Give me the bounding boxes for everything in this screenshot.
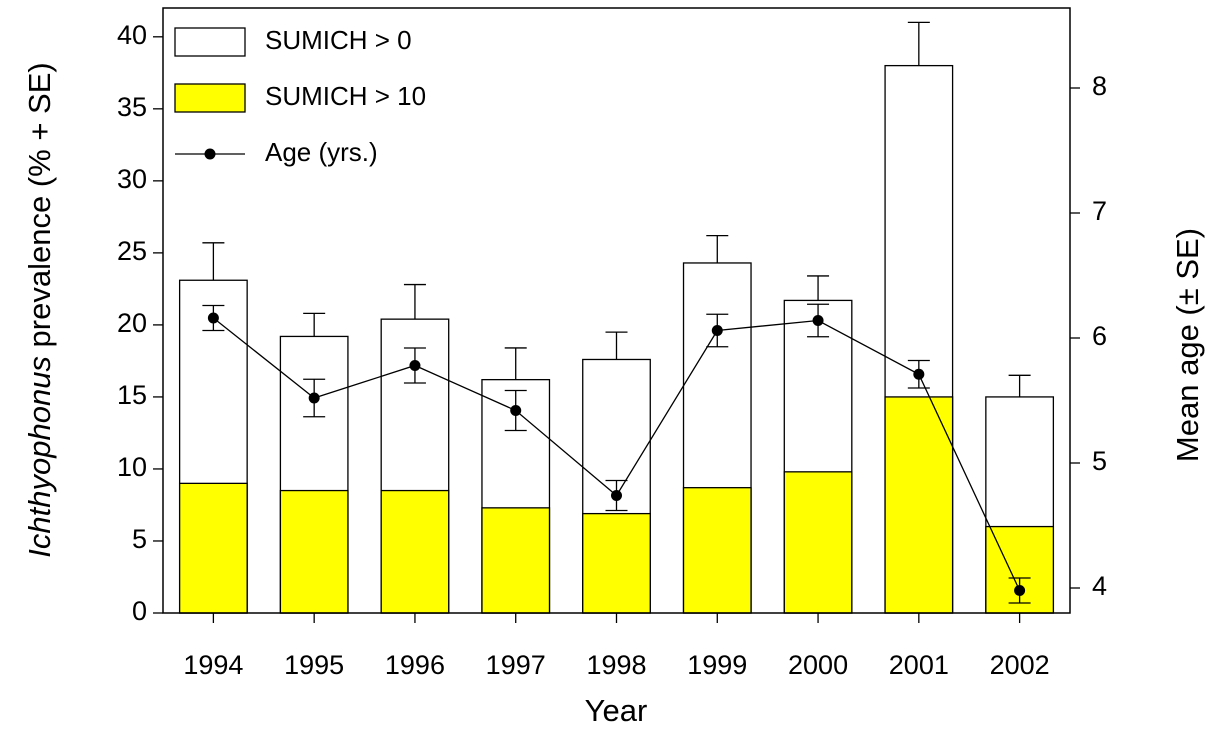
bar — [178, 482, 248, 614]
y-tick-label: 40 — [117, 20, 147, 50]
y2-axis-label: Mean age (± SE) — [1170, 228, 1205, 462]
bar — [783, 471, 853, 614]
age-point — [812, 315, 824, 326]
y-tick-label: 20 — [117, 308, 147, 338]
legend-label: Age (yrs.) — [265, 137, 378, 167]
bar — [682, 487, 752, 614]
x-tick-label: 1995 — [284, 650, 344, 680]
legend-swatch — [174, 83, 246, 113]
bar — [279, 489, 349, 614]
y2-tick-label: 5 — [1092, 446, 1107, 476]
age-point — [409, 360, 421, 371]
y2-tick-label: 7 — [1092, 196, 1107, 226]
y2-tick-label: 8 — [1092, 71, 1107, 101]
y-axis-label-rest: prevalence (% + SE) — [22, 62, 57, 356]
y2-tick-label: 4 — [1092, 571, 1107, 601]
error-bar — [907, 21, 930, 66]
bar — [582, 512, 651, 614]
x-tick-label: 2001 — [889, 650, 949, 680]
error-bar — [303, 312, 326, 337]
error-bar — [605, 331, 628, 360]
y-tick-label: 15 — [117, 380, 147, 410]
y-axis-label: Ichthyophonus prevalence (% + SE) — [22, 62, 57, 557]
legend-label: SUMICH > 10 — [265, 81, 426, 111]
x-tick-label: 2000 — [788, 650, 848, 680]
y-axis-label-italic: Ichthyophonus — [22, 356, 57, 558]
age-point — [711, 325, 723, 336]
plot-frame — [162, 7, 1071, 614]
y2-tick-label: 6 — [1092, 321, 1107, 351]
age-point — [1014, 585, 1026, 596]
y-tick-label: 30 — [117, 164, 147, 194]
error-bar — [202, 242, 225, 281]
age-point — [913, 368, 925, 380]
error-bar — [504, 347, 527, 380]
y-tick-label: 10 — [117, 452, 147, 482]
x-tick-label: 2002 — [990, 650, 1050, 680]
y-tick-label: 35 — [117, 92, 147, 122]
x-tick-label: 1998 — [586, 650, 646, 680]
error-bar — [403, 283, 426, 320]
x-axis-label: Year — [585, 693, 648, 728]
legend-label: SUMICH > 0 — [265, 25, 412, 55]
bar — [884, 396, 954, 614]
legend-point — [204, 148, 216, 160]
age-point — [510, 405, 522, 416]
y-tick-label: 5 — [132, 524, 147, 554]
x-tick-label: 1997 — [486, 650, 546, 680]
bar — [380, 489, 450, 614]
error-bar — [807, 275, 830, 301]
x-tick-label: 1994 — [183, 650, 243, 680]
bar — [481, 507, 551, 614]
error-bar — [706, 234, 729, 263]
legend-swatch — [174, 27, 246, 57]
x-tick-label: 1996 — [385, 650, 445, 680]
x-tick-label: 1999 — [687, 650, 747, 680]
age-point — [308, 392, 320, 404]
y-tick-label: 0 — [132, 596, 147, 626]
age-point — [207, 312, 219, 324]
age-point — [611, 490, 622, 501]
error-bar — [1008, 374, 1031, 397]
y-tick-label: 25 — [117, 236, 147, 266]
